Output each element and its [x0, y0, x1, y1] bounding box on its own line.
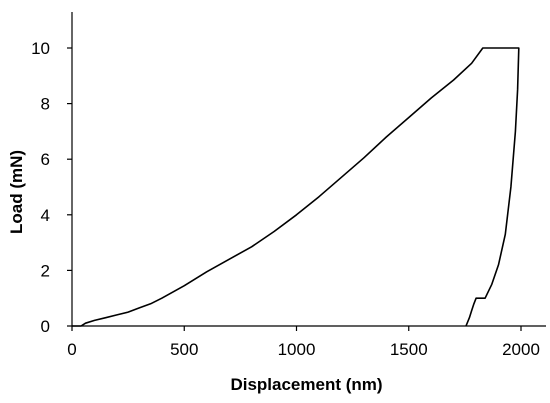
y-tick-label: 4	[41, 206, 50, 225]
y-tick-label: 6	[41, 150, 50, 169]
x-tick-label: 1500	[390, 340, 428, 359]
x-tick-label: 2000	[502, 340, 540, 359]
x-tick-label: 1000	[278, 340, 316, 359]
x-ticks: 0 500 1000 1500 2000	[67, 326, 540, 359]
x-axis-label: Displacement (nm)	[230, 375, 382, 394]
y-tick-label: 2	[41, 261, 50, 280]
y-tick-label: 10	[31, 39, 50, 58]
x-tick-label: 0	[67, 340, 76, 359]
y-tick-label: 0	[41, 317, 50, 336]
x-tick-label: 500	[170, 340, 198, 359]
y-axis-label: Load (mN)	[7, 150, 26, 234]
y-ticks: 0 2 4 6 8 10	[31, 39, 72, 336]
series-line	[72, 47, 520, 327]
y-tick-label: 8	[41, 95, 50, 114]
